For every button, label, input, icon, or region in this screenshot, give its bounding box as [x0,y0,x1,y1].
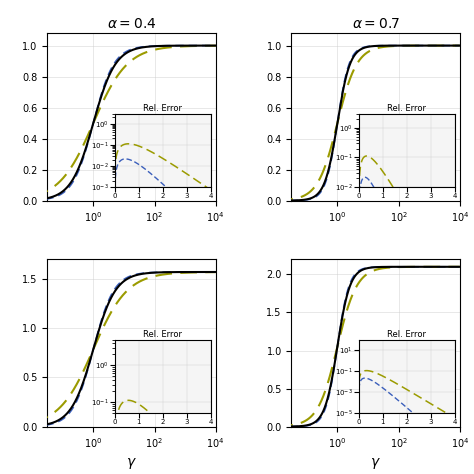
Title: $\alpha=0.7$: $\alpha=0.7$ [352,17,400,31]
Title: $\alpha=0.4$: $\alpha=0.4$ [107,17,156,31]
X-axis label: $\gamma$: $\gamma$ [370,456,381,471]
X-axis label: $\gamma$: $\gamma$ [126,456,137,471]
